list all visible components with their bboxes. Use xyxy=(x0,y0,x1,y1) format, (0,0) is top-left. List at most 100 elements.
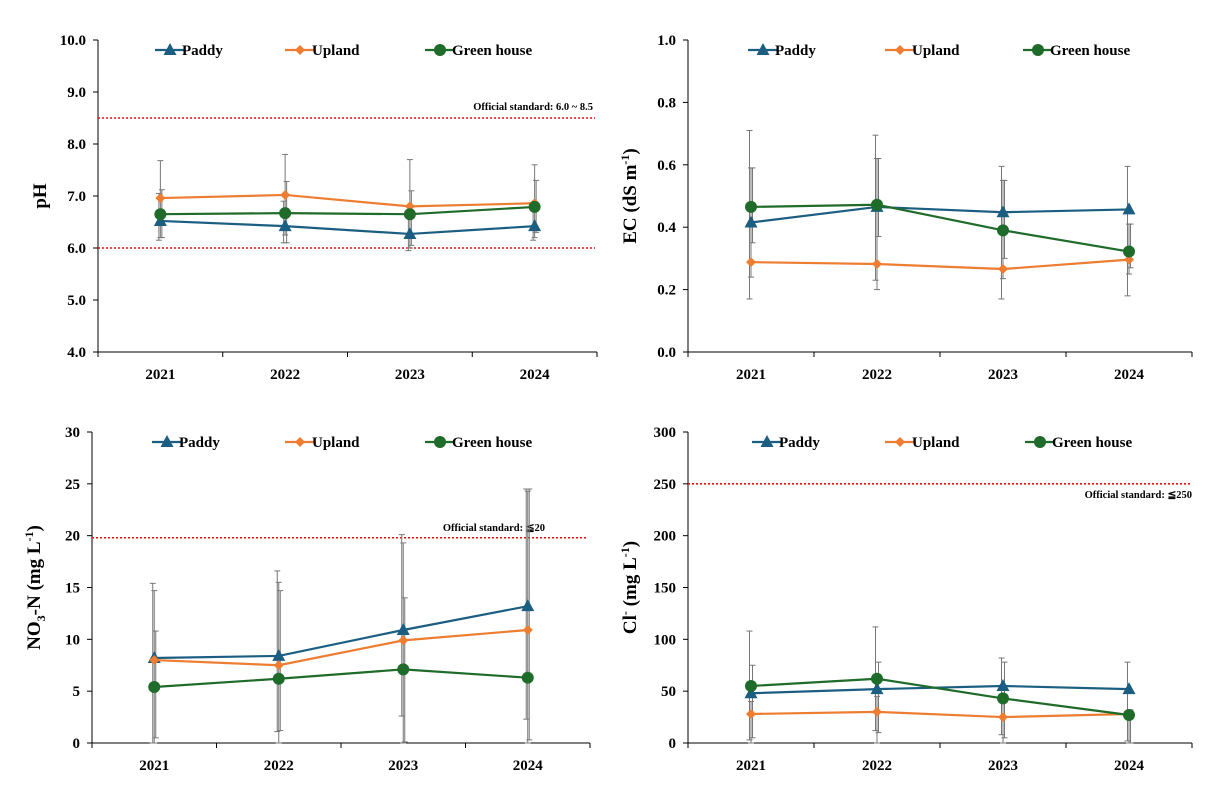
series-line-paddy xyxy=(750,205,1130,224)
legend-label: Paddy xyxy=(779,435,820,451)
legend-label: Upland xyxy=(912,435,960,451)
data-point-upland xyxy=(746,257,756,268)
data-point-upland xyxy=(149,655,160,666)
series-line-upland xyxy=(750,710,1130,719)
y-axis-label: Cl- (mg L-1) xyxy=(618,541,641,634)
data-point-green-house xyxy=(154,208,167,221)
y-tick-label: 0.0 xyxy=(657,345,676,361)
y-tick-label: 10 xyxy=(65,632,80,648)
x-tick-label: 2021 xyxy=(736,367,766,383)
data-point-green-house xyxy=(403,208,416,221)
series-line-green-house xyxy=(750,677,1130,717)
y-tick-label: 5.0 xyxy=(67,293,86,309)
data-point-paddy xyxy=(521,599,535,612)
data-point-upland xyxy=(998,264,1008,275)
data-point-green-house xyxy=(1123,245,1135,258)
data-point-green-house xyxy=(148,681,161,694)
x-tick-label: 2022 xyxy=(862,367,892,383)
legend-marker xyxy=(434,44,446,56)
legend-label: Upland xyxy=(912,43,960,59)
legend-label: Green house xyxy=(452,435,532,451)
data-point-upland xyxy=(522,625,533,636)
data-point-paddy xyxy=(272,648,286,661)
series-line-paddy xyxy=(154,605,528,660)
data-point-paddy xyxy=(528,219,542,232)
x-tick-label: 2023 xyxy=(395,367,425,383)
legend-marker xyxy=(163,43,177,55)
y-tick-label: 0.2 xyxy=(657,283,676,299)
x-tick-label: 2022 xyxy=(270,367,300,383)
legend-marker xyxy=(760,435,774,447)
legend-label: Upland xyxy=(312,435,360,451)
y-tick-label: 1.0 xyxy=(657,33,676,49)
data-point-upland xyxy=(398,635,409,646)
data-point-green-house xyxy=(745,679,757,692)
y-tick-label: 50 xyxy=(661,684,676,700)
data-point-paddy xyxy=(1122,202,1136,215)
data-point-paddy xyxy=(396,623,410,636)
data-point-green-house xyxy=(871,672,883,685)
x-tick-label: 2024 xyxy=(1114,367,1145,383)
data-point-green-house xyxy=(521,671,534,684)
y-tick-label: 200 xyxy=(654,529,677,545)
y-tick-label: 10.0 xyxy=(60,33,86,49)
y-tick-label: 150 xyxy=(654,581,677,597)
data-point-paddy xyxy=(996,205,1010,218)
data-point-green-house xyxy=(745,200,757,213)
y-tick-label: 25 xyxy=(65,477,80,493)
legend-label: Upland xyxy=(312,43,360,59)
data-point-paddy xyxy=(1122,682,1136,695)
x-tick-label: 2022 xyxy=(862,758,892,774)
data-point-upland xyxy=(746,708,756,719)
x-tick-label: 2023 xyxy=(988,758,1018,774)
chart-panel-4: 0 50 100 150 200 250 300 2021 2022 2023 2024 Cl- (m… xyxy=(618,425,1193,774)
data-point-green-house xyxy=(272,672,285,685)
data-point-green-house xyxy=(528,200,541,213)
x-tick-label: 2021 xyxy=(736,758,766,774)
official-standard-annotation: Official standard: 6.0 ~ 8.5 xyxy=(473,102,593,113)
series-line-upland xyxy=(154,628,528,667)
y-tick-label: 5 xyxy=(73,684,81,700)
series-line-green-house xyxy=(154,668,528,689)
y-tick-label: 30 xyxy=(65,425,80,441)
y-tick-label: 0 xyxy=(73,736,81,752)
y-tick-label: 15 xyxy=(65,581,80,597)
legend-marker xyxy=(295,45,305,55)
y-axis-label: EC (dS m-1) xyxy=(618,148,641,244)
chart-panel-2: 0.0 0.2 0.4 0.6 0.8 1.0 2021 2022 2023 2024 EC (dS… xyxy=(618,33,1193,383)
x-tick-label: 2021 xyxy=(139,758,169,774)
legend-marker xyxy=(756,43,770,55)
y-tick-label: 9.0 xyxy=(67,85,86,101)
data-point-paddy xyxy=(870,682,884,695)
data-point-paddy xyxy=(744,686,758,699)
series-line-upland xyxy=(750,258,1130,271)
data-point-upland xyxy=(1124,254,1134,265)
x-tick-label: 2021 xyxy=(145,367,175,383)
legend-label: Paddy xyxy=(179,435,220,451)
data-point-green-house xyxy=(397,663,410,676)
official-standard-annotation: Official standard: ≦250 xyxy=(1085,490,1192,501)
y-tick-label: 250 xyxy=(654,477,677,493)
data-point-paddy xyxy=(996,678,1010,691)
chart-panel-3: 0 5 10 15 20 25 30 2021 2022 2023 2024 NO3-N (mg L-… xyxy=(22,425,591,774)
legend-marker xyxy=(1034,436,1046,448)
data-point-green-house xyxy=(997,692,1009,705)
series-line-paddy xyxy=(160,219,535,236)
y-axis-label: pH xyxy=(30,183,51,209)
data-point-paddy xyxy=(403,226,417,239)
y-tick-label: 7.0 xyxy=(67,189,86,205)
legend-label: Paddy xyxy=(775,43,816,59)
data-point-upland xyxy=(998,712,1008,723)
y-tick-label: 0.8 xyxy=(657,95,676,111)
y-tick-label: 0 xyxy=(669,736,677,752)
x-tick-label: 2023 xyxy=(388,758,418,774)
official-standard-annotation: Official standard: ≦20 xyxy=(443,523,545,534)
y-tick-label: 300 xyxy=(654,425,677,441)
series-line-green-house xyxy=(160,205,535,216)
x-tick-label: 2024 xyxy=(520,367,551,383)
legend-marker xyxy=(160,435,174,447)
y-tick-label: 6.0 xyxy=(67,241,86,257)
x-tick-label: 2023 xyxy=(988,367,1018,383)
